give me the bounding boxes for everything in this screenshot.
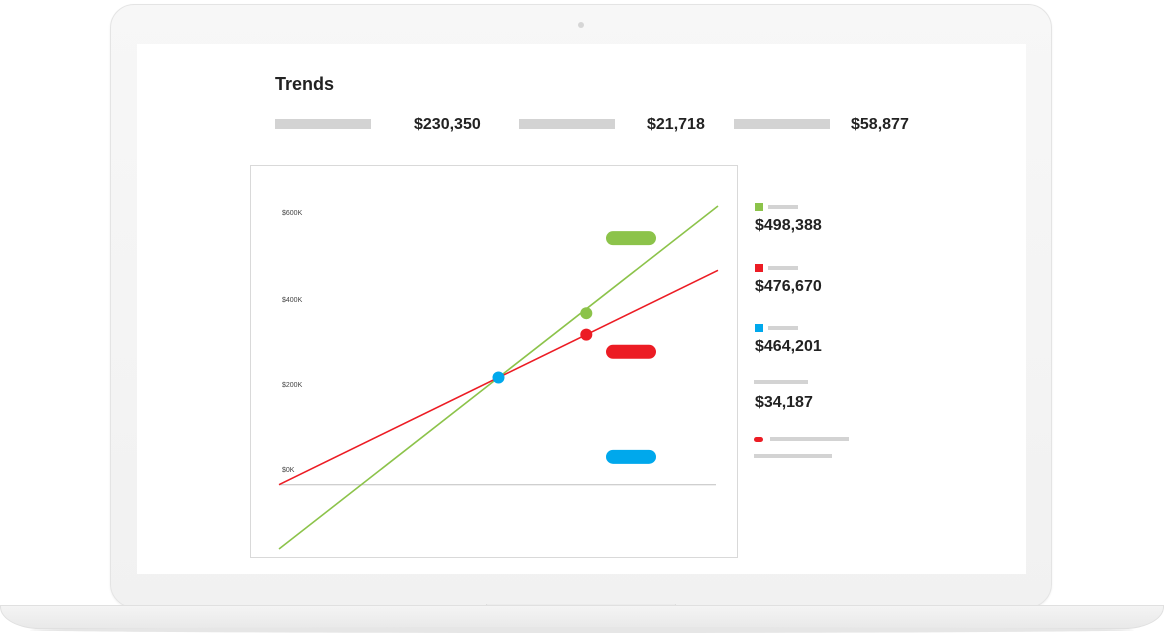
legend-label-placeholder-2	[768, 266, 798, 270]
kpi-label-placeholder-3	[734, 119, 830, 129]
legend-value-3: $464,201	[755, 338, 822, 355]
legend-label-placeholder-3	[768, 326, 798, 330]
kpi-label-placeholder-2	[519, 119, 615, 129]
y-tick-600k: $600K	[282, 210, 303, 217]
series-marker-2	[580, 328, 593, 341]
kpi-value-1: $230,350	[414, 116, 481, 133]
camera-icon	[578, 22, 584, 28]
page-title: Trends	[275, 74, 335, 94]
y-tick-200k: $200K	[282, 382, 303, 389]
kpi-value-2: $21,718	[647, 116, 705, 133]
legend-red-dot-icon	[754, 437, 763, 442]
y-tick-0k: $0K	[282, 467, 295, 474]
series-marker-3	[492, 371, 505, 384]
screen: Trends $230,350 $21,718 $58,877 $600K $4…	[137, 44, 1026, 574]
y-tick-400k: $400K	[282, 297, 303, 304]
kpi-value-3: $58,877	[851, 116, 909, 133]
kpi-label-placeholder-1	[275, 119, 371, 129]
legend-label-placeholder-4	[754, 380, 808, 384]
legend-value-2: $476,670	[755, 278, 822, 295]
trend-chart: $600K $400K $200K $0K	[250, 165, 738, 558]
value-tag-2	[606, 344, 656, 359]
legend-red-square-icon	[755, 264, 763, 272]
legend-label-placeholder-6	[754, 454, 832, 458]
series-marker-1	[580, 307, 593, 320]
legend-label-placeholder-1	[768, 205, 798, 209]
laptop-base	[0, 605, 1164, 629]
legend-label-placeholder-5	[770, 437, 849, 441]
legend-value-1: $498,388	[755, 217, 822, 234]
legend-green-square-icon	[755, 203, 763, 211]
trend-chart-svg: $600K $400K $200K $0K	[278, 205, 719, 550]
value-tag-1	[606, 231, 656, 246]
laptop-shadow	[30, 627, 1134, 633]
legend-blue-square-icon	[755, 324, 763, 332]
legend-value-4: $34,187	[755, 394, 813, 411]
value-tag-3	[606, 449, 656, 464]
